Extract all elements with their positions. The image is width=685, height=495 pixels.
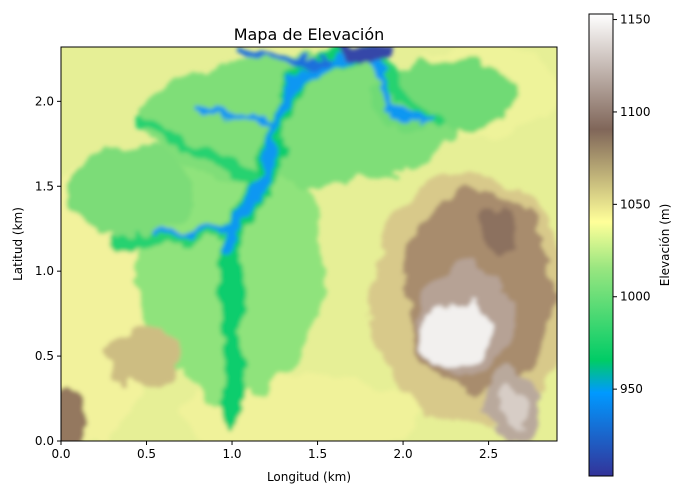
river-main: [223, 47, 365, 255]
river-northwest: [197, 107, 285, 123]
x-tick-label: 2.0: [394, 447, 413, 461]
lowland-west: [70, 145, 190, 235]
colorbar-tick-label: 1000: [620, 290, 651, 304]
x-axis: 0.0 0.5 1.0 1.5 2.0 2.5: [51, 441, 498, 461]
hill-corner: [61, 385, 85, 441]
colorbar: 950 1000 1050 1100 1150 Elevación (m): [588, 13, 672, 477]
hill-southwest: [107, 323, 183, 387]
y-tick-label: 1.0: [35, 264, 54, 278]
x-tick-label: 0.0: [51, 447, 70, 461]
lake-low: [342, 47, 398, 62]
y-tick-label: 1.5: [35, 179, 54, 193]
colorbar-gradient: [588, 13, 614, 477]
peak-main: [420, 303, 490, 367]
colorbar-ticks: 950 1000 1050 1100 1150: [613, 13, 651, 396]
y-axis: 0.0 0.5 1.0 1.5 2.0: [35, 94, 61, 448]
elevation-heatmap: [61, 47, 557, 441]
plot-frame: [60, 46, 558, 442]
y-axis-label: Latitud (km): [11, 207, 25, 281]
x-tick-label: 1.0: [222, 447, 241, 461]
peak-south-top: [501, 392, 529, 428]
river-west: [157, 224, 231, 235]
colorbar-label: Elevación (m): [658, 204, 672, 287]
x-axis-label: Longitud (km): [267, 470, 351, 484]
colorbar-tick-label: 1050: [620, 197, 651, 211]
y-tick-label: 0.5: [35, 349, 54, 363]
highland-east-ridge: [477, 207, 517, 257]
x-tick-label: 0.5: [137, 447, 156, 461]
colorbar-tick-label: 1100: [620, 105, 651, 119]
river-northeast: [368, 51, 436, 126]
terrain-shapes: [61, 47, 557, 441]
colorbar-tick-label: 1150: [620, 13, 651, 27]
valley-northwest-branch: [134, 114, 268, 191]
x-tick-label: 2.5: [479, 447, 498, 461]
chart-title: Mapa de Elevación: [234, 25, 385, 44]
y-tick-label: 2.0: [35, 94, 54, 108]
y-tick-label: 0.0: [35, 434, 54, 448]
river-north: [241, 48, 334, 66]
colorbar-tick-label: 950: [620, 382, 643, 396]
x-tick-label: 1.5: [308, 447, 327, 461]
